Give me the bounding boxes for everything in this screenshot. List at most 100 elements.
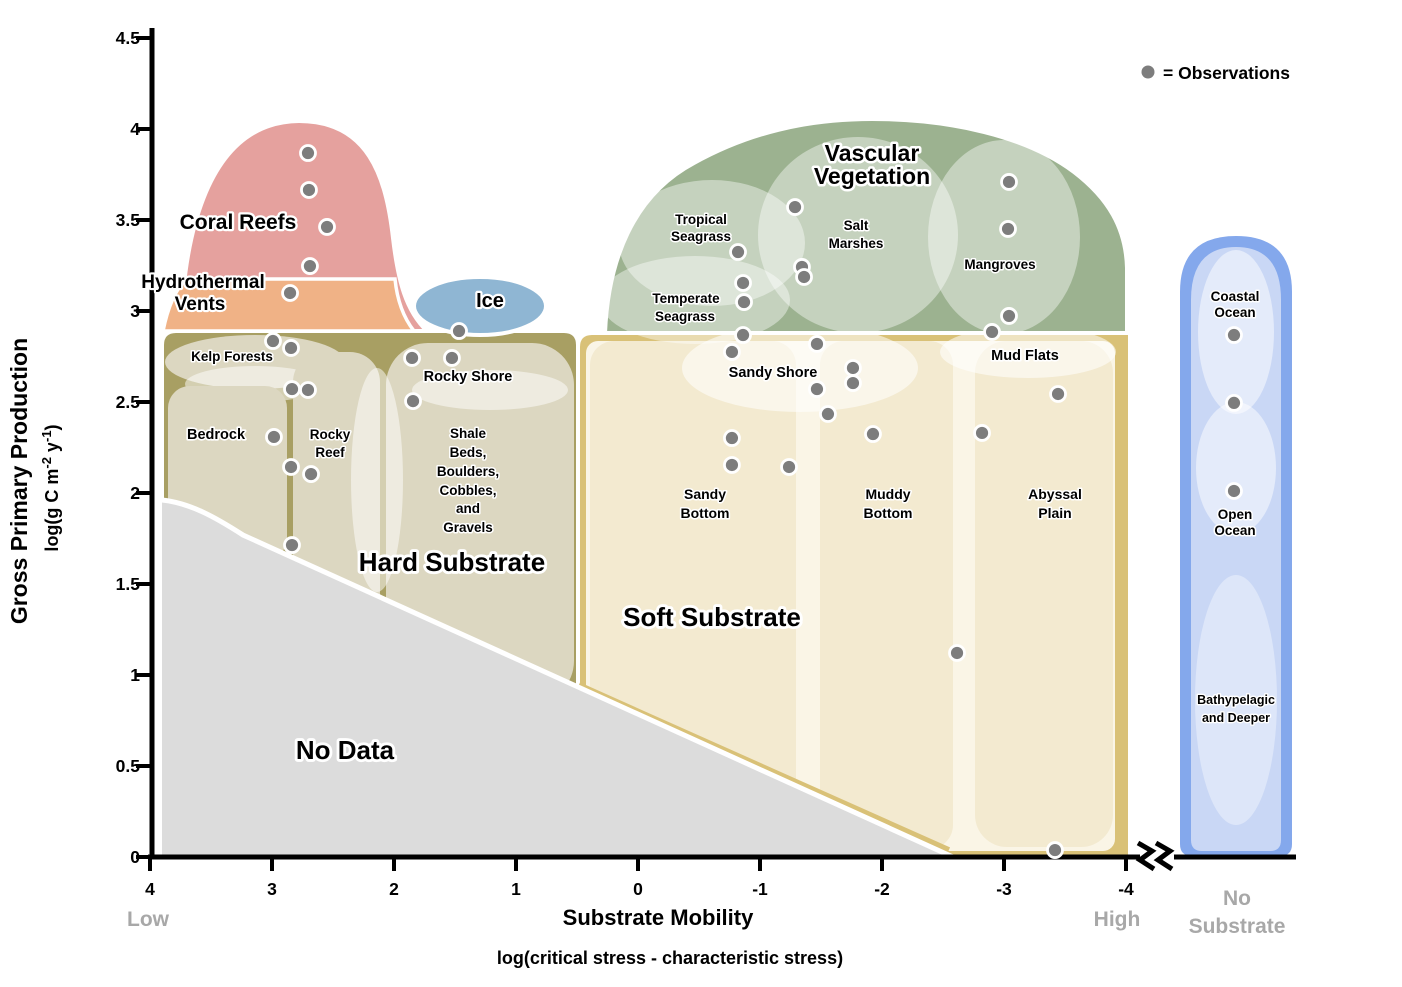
observation-dot [735,293,753,311]
observation-dot [450,322,468,340]
observation-dot [1046,841,1064,859]
observation-dot [780,458,798,476]
abyssal-plain-column [975,341,1113,847]
hydrothermal-vents-label-2: Vents [175,294,226,315]
tropical-seagrass-label-1: Tropical [675,212,727,227]
no-substrate-label-1: No [1223,887,1251,910]
y-tick-label: 2.5 [116,392,141,412]
observation-dot [723,343,741,361]
tropical-seagrass-label-2: Seagrass [671,229,731,244]
mangroves-label: Mangroves [964,257,1035,272]
observation-dot [999,220,1017,238]
x-tick-label: -4 [1118,879,1134,899]
axes [148,28,1296,872]
rocky-shore-highlight [412,370,568,410]
observation-dot [300,181,318,199]
hydrothermal-vents-region [160,277,418,333]
observation-dot [844,374,862,392]
y-tick-label: 0 [130,847,140,867]
shale-region [386,343,574,703]
observation-dot [983,323,1001,341]
sandy-bottom-label-1: Sandy [684,486,726,502]
observation-dot [1000,173,1018,191]
observation-dot [844,359,862,377]
shale-label-4: Cobbles, [439,483,496,498]
mud-flats-label: Mud Flats [991,348,1059,364]
y-tick-label: 3.5 [116,210,141,230]
muddy-bottom-label-2: Bottom [864,505,913,521]
observation-dot [864,425,882,443]
ice-label: Ice [476,290,504,312]
muddy-bottom-label-1: Muddy [865,486,910,502]
abyssal-plain-label-1: Abyssal [1028,486,1082,502]
open-ocean-label-2: Ocean [1214,523,1255,538]
observation-dot [1225,326,1243,344]
observation-dot [819,405,837,423]
bathypelagic-region [1195,575,1277,825]
observation-dot [729,243,747,261]
rocky-shore-label: Rocky Shore [424,369,513,385]
observation-dot [734,326,752,344]
coastal-ocean-label-2: Ocean [1214,305,1255,320]
observation-dot [302,465,320,483]
observation-dot [318,218,336,236]
rocky-reef-label-1: Rocky [310,427,351,442]
open-ocean-label-1: Open [1218,507,1253,522]
hard-substrate-highlight [351,368,403,592]
bathypelagic-label-2: and Deeper [1202,711,1270,725]
shale-label-2: Beds, [450,445,487,460]
tropical-seagrass-region [619,180,805,306]
observation-dot [281,284,299,302]
ice-region [412,275,548,337]
open-ocean-region [1196,402,1276,534]
observation-dot [973,424,991,442]
y-axis-title: Gross Primary Production [6,338,32,624]
observation-dot [808,380,826,398]
coastal-ocean-label-1: Coastal [1211,289,1260,304]
bathypelagic-label-1: Bathypelagic [1197,693,1275,707]
observation-dot [1000,307,1018,325]
observation-dot [403,349,421,367]
muddy-bottom-column [820,341,953,849]
x-tick-label: 1 [511,879,521,899]
abyssal-plain-label-2: Plain [1038,505,1071,521]
vascular-vegetation-label-2: Vegetation [814,163,930,189]
rocky-reef-label-2: Reef [315,445,345,460]
soft-substrate-label: Soft Substrate [623,602,801,632]
coral-reefs-label: Coral Reefs [180,211,297,234]
x-high-label: High [1094,908,1141,931]
observation-dot [264,332,282,350]
observation-dot [283,536,301,554]
legend-observations-label: = Observations [1163,63,1290,83]
observation-dot [265,428,283,446]
salt-marshes-label-1: Salt [844,218,869,233]
shale-label-1: Shale [450,426,487,441]
y-tick-label: 4 [130,119,140,139]
x-low-label: Low [127,908,170,931]
observation-dot [948,644,966,662]
observation-dot [404,392,422,410]
y-axis-unit-label: log(g C m-2 y-1) [39,424,62,551]
observation-dot [282,458,300,476]
legend-observation-dot [1141,65,1155,79]
observation-dot [786,198,804,216]
observation-dot [1049,385,1067,403]
x-tick-label: 0 [633,879,643,899]
observation-dot [443,349,461,367]
observation-dot [723,456,741,474]
mud-flats-highlight [940,326,1116,378]
no-data-label: No Data [296,735,395,765]
shale-label-5: and [456,501,480,516]
temperate-seagrass-label-2: Seagrass [655,309,715,324]
y-tick-label: 1.5 [116,574,141,594]
observation-dot [723,429,741,447]
hard-substrate-label: Hard Substrate [359,547,545,577]
y-tick-label: 1 [130,665,140,685]
observation-dot [299,381,317,399]
observation-dot [283,380,301,398]
y-tick-label: 2 [130,483,140,503]
sandy-bottom-label-2: Bottom [681,505,730,521]
salt-marshes-label-2: Marshes [829,236,884,251]
